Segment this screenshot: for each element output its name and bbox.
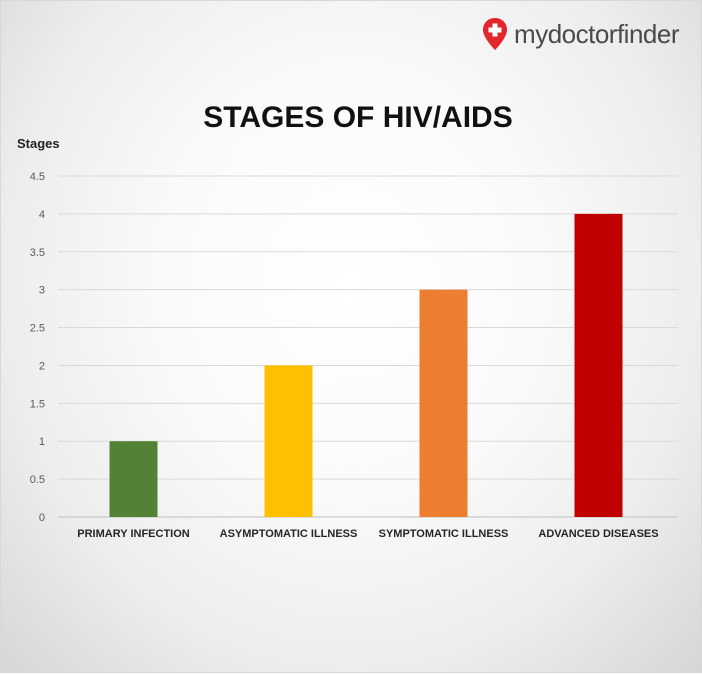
brand-name: mydoctorfinder bbox=[514, 18, 679, 49]
bar-primary-infection bbox=[109, 441, 158, 517]
bar-symptomatic-illness bbox=[419, 289, 468, 517]
y-tick-label: 2.5 bbox=[30, 323, 45, 335]
y-tick-label: 3 bbox=[39, 285, 45, 297]
chart-title: STAGES OF HIV/AIDS bbox=[203, 101, 512, 134]
y-tick-label: 1.5 bbox=[30, 398, 45, 410]
y-tick-label: 4 bbox=[39, 209, 45, 221]
y-tick-label: 0 bbox=[39, 512, 45, 524]
y-tick-label: 3.5 bbox=[30, 247, 45, 259]
x-category-label: SYMPTOMATIC ILLNESS bbox=[379, 528, 509, 540]
x-category-label: ADVANCED DISEASES bbox=[538, 528, 658, 540]
x-category-label: ASYMPTOMATIC ILLNESS bbox=[220, 528, 358, 540]
map-pin-cross-icon bbox=[483, 18, 508, 50]
y-tick-label: 1 bbox=[39, 436, 45, 448]
x-category-label: PRIMARY INFECTION bbox=[77, 528, 190, 540]
bar-advanced-diseases bbox=[574, 213, 623, 517]
bar-asymptomatic-illness bbox=[264, 365, 313, 517]
y-tick-label: 2 bbox=[39, 360, 45, 372]
y-tick-label: 4.5 bbox=[30, 171, 45, 183]
y-tick-label: 0.5 bbox=[30, 474, 45, 486]
y-axis-label: Stages bbox=[17, 136, 60, 151]
brand-logo: mydoctorfinder bbox=[482, 17, 679, 51]
